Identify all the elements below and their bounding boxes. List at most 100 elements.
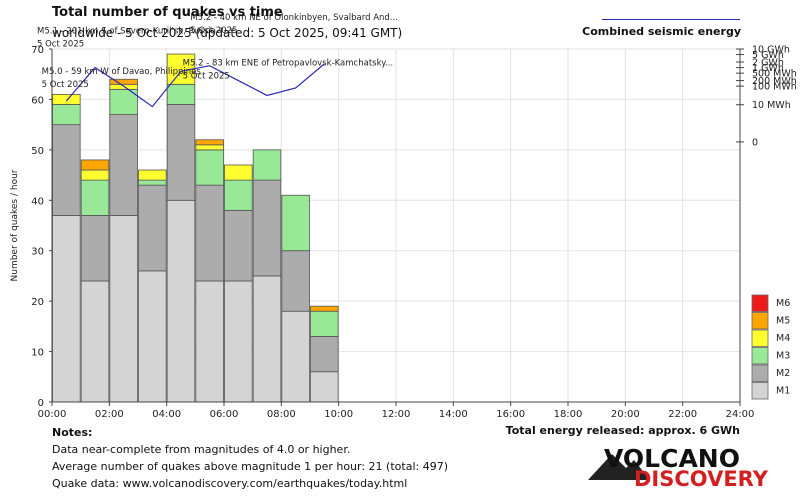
energy-tick-label-10 MWh: 10 MWh [752, 100, 791, 111]
legend-swatch-M4 [751, 329, 769, 347]
bar-M2-h2 [109, 114, 138, 216]
x-tick-label-14:00: 14:00 [439, 409, 468, 420]
bar-M2-h5 [195, 184, 224, 282]
bar-M2-h7 [252, 179, 282, 277]
notes-header: Notes: [52, 426, 93, 439]
notes-line-source: Quake data: www.volcanodiscovery.com/ear… [52, 477, 408, 490]
energy-tick-label-10 GWh: 10 GWh [752, 45, 790, 56]
bar-M3-h4 [166, 83, 196, 105]
annotation-date-3: 5 Oct 2025 [190, 26, 237, 36]
bar-M1-h0 [52, 215, 81, 403]
axes [49, 48, 744, 406]
bar-M4-h0 [52, 93, 81, 105]
bar-M1-h8 [281, 310, 310, 403]
energy-tick-label-500 MWh: 500 MWh [752, 69, 797, 80]
legend-swatch-M1 [751, 382, 769, 400]
annotations: M5.1 - 201 km S of Severo-Kuril'sk, Russ… [37, 13, 398, 90]
bar-M2-h3 [138, 184, 167, 272]
total-energy: Total energy released: approx. 6 GWh [505, 424, 740, 437]
annotation-text-3: M5.2 - 40 km NE of Olonkinbyen, Svalbard… [190, 13, 398, 23]
bar-M5-h2 [109, 78, 138, 85]
annotation-date-2: 5 Oct 2025 [183, 72, 230, 82]
bar-M4-h1 [80, 169, 110, 181]
chart-title: Total number of quakes vs time [52, 5, 283, 20]
energy-tick-label-200 MWh: 200 MWh [752, 76, 797, 87]
bar-M4-h3 [138, 169, 167, 181]
legend-label-M1: M1 [776, 386, 790, 397]
bar-M3-h6 [224, 179, 253, 211]
energy-tick-label-0: 0 [752, 137, 758, 148]
legend-label-M5: M5 [776, 316, 790, 327]
bar-M1-h4 [166, 199, 196, 403]
energy-legend-label: Combined seismic energy [582, 25, 741, 38]
bar-M2-h9 [310, 336, 339, 373]
y-tick-label-0: 0 [38, 398, 44, 409]
legend-label-M6: M6 [776, 298, 790, 309]
energy-tick-label-2 GWh: 2 GWh [752, 58, 784, 69]
bar-M3-h3 [138, 179, 167, 186]
x-tick-label-04:00: 04:00 [152, 409, 181, 420]
energy-tick-label-1 GWh: 1 GWh [752, 63, 784, 74]
x-tick-label-18:00: 18:00 [554, 409, 583, 420]
x-tick-label-22:00: 22:00 [668, 409, 697, 420]
bar-M1-h2 [109, 215, 138, 403]
magnitude-legend: M6 M5 M4 M3 M2 M1 [751, 294, 790, 400]
y-tick-label-30: 30 [31, 247, 44, 258]
notes-block: Notes: Data near-complete from magnitude… [52, 424, 448, 492]
x-tick-label-02:00: 02:00 [95, 409, 124, 420]
bar-stacks [52, 53, 339, 403]
bar-M1-h3 [138, 270, 167, 403]
legend-swatch-M2 [751, 364, 769, 382]
annotation-text-2: M5.2 - 83 km ENE of Petropavlovsk-Kamcha… [183, 59, 393, 69]
bar-M3-h5 [195, 149, 224, 186]
energy-line-group [65, 63, 325, 108]
bar-M1-h5 [195, 280, 224, 403]
bar-M4-h6 [224, 164, 253, 181]
bar-M3-h0 [52, 104, 81, 126]
y-tick-label-70: 70 [31, 45, 44, 56]
bar-M1-h7 [252, 275, 282, 403]
chart-subtitle: worldwide - 5 Oct 2025 (updated: 5 Oct 2… [52, 26, 403, 40]
bar-M5-h9 [310, 305, 339, 312]
bar-M5-h5 [195, 139, 224, 146]
legend-label-M3: M3 [776, 351, 790, 362]
bar-M3-h9 [310, 310, 339, 337]
bar-M1-h6 [224, 280, 253, 403]
bar-M2-h6 [224, 209, 253, 282]
energy-tick-label-5 GWh: 5 GWh [752, 50, 784, 61]
legend-swatch-M3 [751, 347, 769, 365]
bar-M2-h4 [166, 104, 196, 201]
annotation-text-0: M5.1 - 201 km S of Severo-Kuril'sk, Russ… [37, 27, 216, 37]
y-tick-label-60: 60 [31, 95, 44, 106]
volcanodiscovery-logo: VOLCANO DISCOVERY [588, 444, 788, 491]
legend-swatch-M5 [751, 312, 769, 330]
y-axis-label: Number of quakes / hour [10, 169, 20, 281]
volcano-logo-icon [588, 454, 650, 480]
y-tick-label-20: 20 [31, 297, 44, 308]
legend-swatch-M6 [751, 294, 769, 312]
energy-series-line [65, 63, 325, 108]
bar-M2-h8 [281, 250, 310, 312]
x-tick-label-06:00: 06:00 [210, 409, 239, 420]
bar-M3-h1 [80, 179, 110, 216]
legend-label-M4: M4 [776, 333, 790, 344]
annotation-text-1: M5.0 - 59 km W of Davao, Philippines [42, 67, 202, 77]
energy-tick-label-100 MWh: 100 MWh [752, 82, 797, 93]
legend-label-M2: M2 [776, 368, 790, 379]
y-tick-label-10: 10 [31, 348, 44, 359]
x-tick-label-08:00: 08:00 [267, 409, 296, 420]
y-tick-label-40: 40 [31, 196, 44, 207]
bar-M3-h8 [281, 194, 310, 252]
bar-M3-h7 [252, 149, 282, 181]
x-tick-label-20:00: 20:00 [611, 409, 640, 420]
gridlines [52, 48, 741, 402]
logo-text-volcano: VOLCANO [604, 444, 740, 473]
energy-legend-line [602, 19, 740, 20]
x-tick-label-00:00: 00:00 [38, 409, 67, 420]
bar-M1-h9 [310, 371, 339, 403]
annotation-date-1: 5 Oct 2025 [42, 80, 89, 90]
bar-M2-h1 [80, 215, 110, 282]
notes-line-average: Average number of quakes above magnitude… [52, 460, 448, 473]
